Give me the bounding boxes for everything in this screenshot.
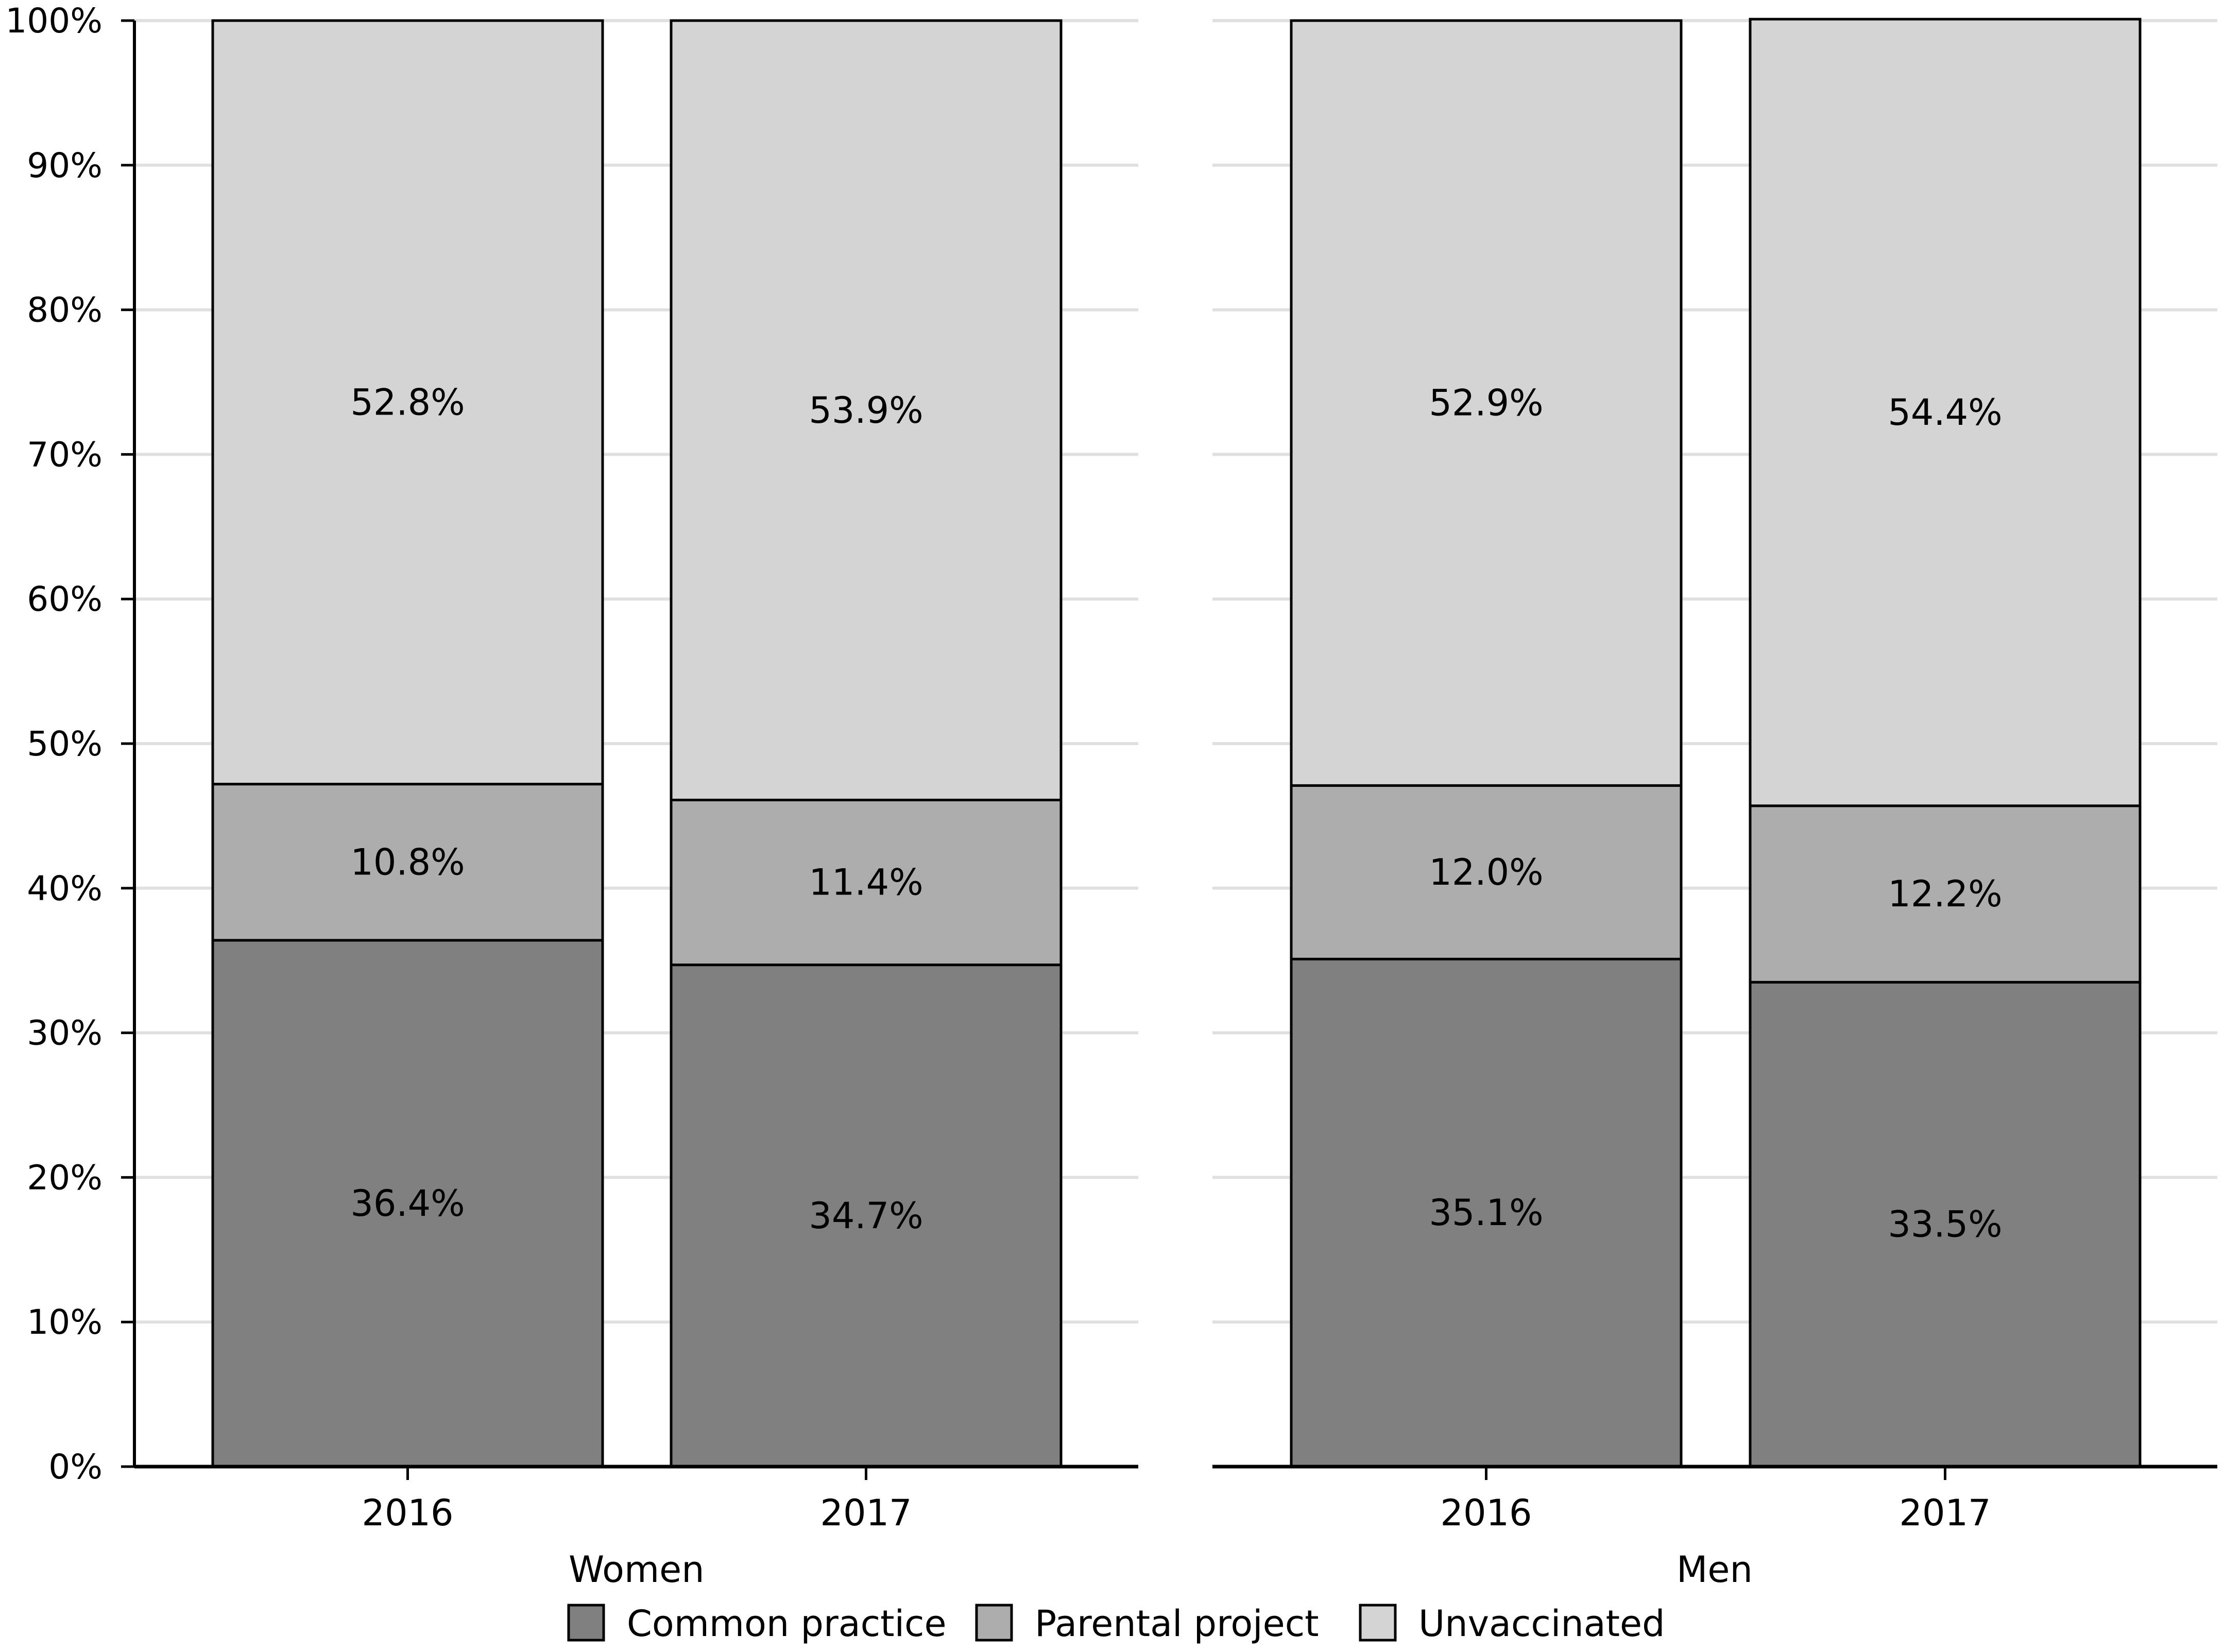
legend-label: Common practice — [627, 1603, 947, 1645]
axes — [121, 19, 2217, 1480]
x-tick-label: 2017 — [1899, 1492, 1991, 1534]
y-tick-label: 0% — [48, 1447, 102, 1487]
legend-label: Parental project — [1035, 1603, 1319, 1645]
bar-women-2017-parental-project — [670, 799, 1063, 967]
legend-label: Unvaccinated — [1418, 1603, 1665, 1645]
bar-women-2016-unvaccinated — [211, 19, 604, 786]
legend-swatch-parental-project — [975, 1604, 1013, 1642]
bar-men-2016-common-practice — [1290, 957, 1683, 1468]
x-tick-label: 2016 — [1440, 1492, 1532, 1534]
y-tick-label: 40% — [27, 869, 102, 908]
data-label: 34.7% — [809, 1195, 923, 1237]
panel-label-men: Men — [1676, 1548, 1753, 1591]
y-tick-label: 70% — [27, 435, 102, 474]
bar-men-2017-unvaccinated — [1749, 18, 2142, 807]
bar-women-2016-parental-project — [211, 783, 604, 942]
bar-women-2016-common-practice — [211, 939, 604, 1468]
data-label: 12.2% — [1888, 873, 2002, 915]
y-tick-label: 100% — [5, 1, 102, 41]
data-label: 11.4% — [809, 862, 923, 904]
x-tick-label: 2016 — [362, 1492, 453, 1534]
labels: 0% 10% 20% 30% 40% 50% 60% 70% 80% 90% 100% 36.4% 10… — [5, 1, 2002, 1591]
x-tick-label: 2017 — [820, 1492, 912, 1534]
data-label: 54.4% — [1888, 391, 2002, 434]
bar-men-2017-common-practice — [1749, 980, 2142, 1468]
y-tick-label: 30% — [27, 1013, 102, 1053]
y-tick-label: 10% — [27, 1302, 102, 1342]
data-label: 53.9% — [809, 389, 923, 432]
data-label: 52.8% — [350, 381, 465, 423]
data-label: 35.1% — [1429, 1192, 1543, 1234]
data-label: 52.9% — [1429, 382, 1543, 424]
bar-men-2016-parental-project — [1290, 784, 1683, 960]
data-label: 10.8% — [350, 841, 465, 883]
data-label: 33.5% — [1888, 1203, 2002, 1246]
legend: Common practice Parental project Unvaccina… — [567, 1603, 1665, 1645]
y-tick-label: 50% — [27, 724, 102, 764]
bar-men-2017-parental-project — [1749, 804, 2142, 984]
y-tick-label: 80% — [27, 290, 102, 330]
data-label: 36.4% — [350, 1182, 465, 1225]
y-tick-label: 90% — [27, 146, 102, 185]
y-tick-label: 60% — [27, 579, 102, 619]
legend-swatch-unvaccinated — [1359, 1604, 1397, 1642]
y-tick-label: 20% — [27, 1158, 102, 1197]
bar-women-2017-common-practice — [670, 963, 1063, 1468]
data-label: 12.0% — [1429, 851, 1543, 893]
legend-swatch-common-practice — [567, 1604, 605, 1642]
bars — [211, 18, 2142, 1468]
bar-men-2016-unvaccinated — [1290, 19, 1683, 787]
panel-label-women: Women — [569, 1548, 705, 1591]
bar-women-2017-unvaccinated — [670, 19, 1063, 802]
